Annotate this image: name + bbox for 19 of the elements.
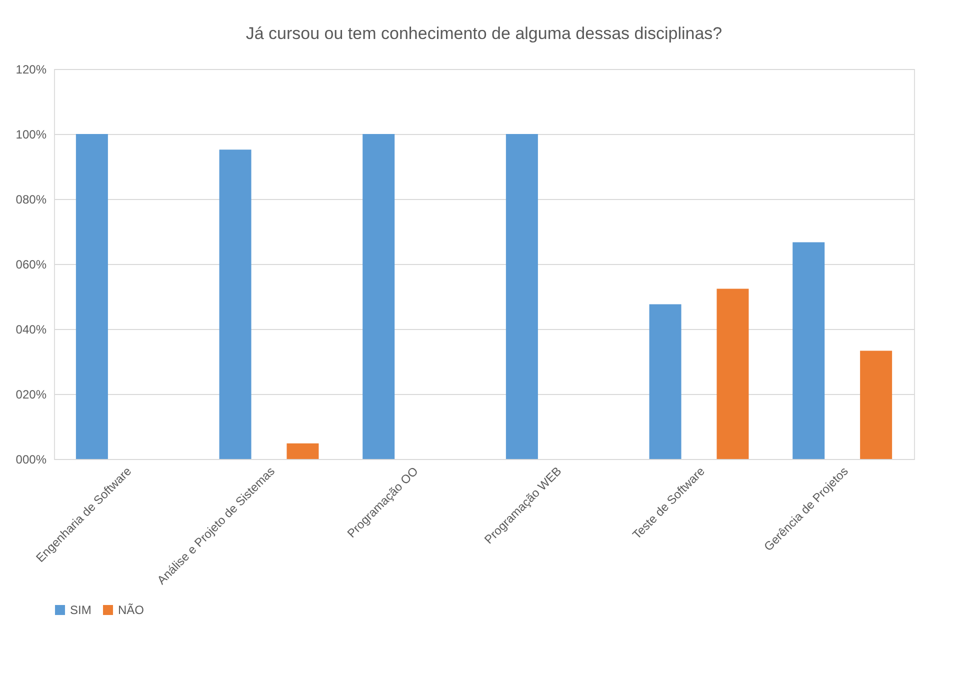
bar (716, 288, 749, 459)
y-tick-label: 040% (16, 322, 47, 336)
bar (76, 134, 108, 459)
y-tick-label: 000% (16, 452, 47, 466)
y-tick-label: 120% (16, 62, 47, 76)
bar (362, 134, 395, 459)
y-tick-label: 080% (16, 192, 47, 206)
legend-label: NÃO (118, 603, 144, 617)
bar (286, 443, 319, 459)
bar (219, 150, 252, 459)
legend-label: SIM (70, 603, 92, 617)
bar (792, 242, 825, 459)
bar (506, 134, 538, 459)
y-tick-label: 020% (16, 388, 47, 402)
bar (649, 304, 682, 459)
y-tick-label: 100% (16, 128, 47, 142)
chart-title: Já cursou ou tem conhecimento de alguma dessas disciplinas? (246, 24, 722, 43)
y-tick-label: 060% (16, 258, 47, 272)
bar (860, 350, 892, 459)
